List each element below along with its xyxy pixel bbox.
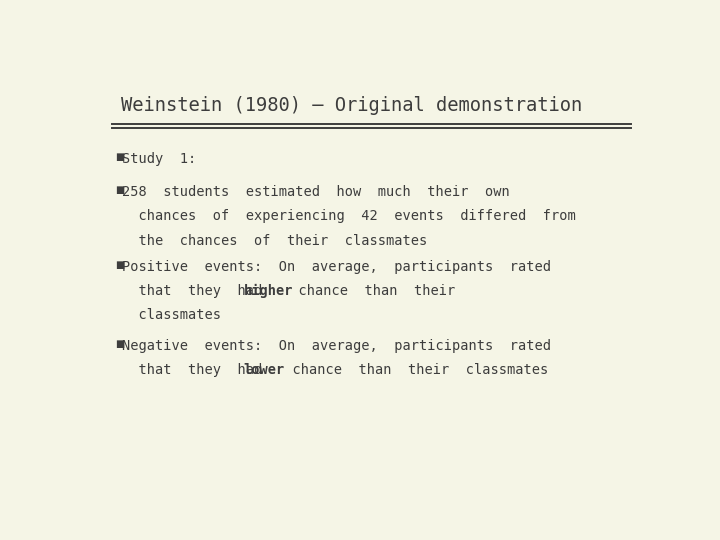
Text: chances  of  experiencing  42  events  differed  from: chances of experiencing 42 events differ… xyxy=(122,210,576,224)
Text: chance  than  their  classmates: chance than their classmates xyxy=(276,363,548,377)
Text: Weinstein (1980) – Original demonstration: Weinstein (1980) – Original demonstratio… xyxy=(121,96,582,115)
Text: higher: higher xyxy=(244,285,293,299)
Text: chance  than  their: chance than their xyxy=(282,285,456,298)
Text: that  they  had: that they had xyxy=(122,285,279,298)
Text: ■: ■ xyxy=(115,185,125,195)
Text: Positive  events:  On  average,  participants  rated: Positive events: On average, participant… xyxy=(122,260,552,274)
Text: classmates: classmates xyxy=(122,308,221,322)
Text: that  they  had: that they had xyxy=(122,363,279,377)
Text: the  chances  of  their  classmates: the chances of their classmates xyxy=(122,234,428,248)
Text: Negative  events:  On  average,  participants  rated: Negative events: On average, participant… xyxy=(122,339,552,353)
Text: ■: ■ xyxy=(115,339,125,349)
Text: 258  students  estimated  how  much  their  own: 258 students estimated how much their ow… xyxy=(122,185,510,199)
Text: lower: lower xyxy=(244,363,285,377)
Text: ■: ■ xyxy=(115,260,125,270)
Text: ■: ■ xyxy=(115,152,125,162)
Text: Study  1:: Study 1: xyxy=(122,152,197,166)
